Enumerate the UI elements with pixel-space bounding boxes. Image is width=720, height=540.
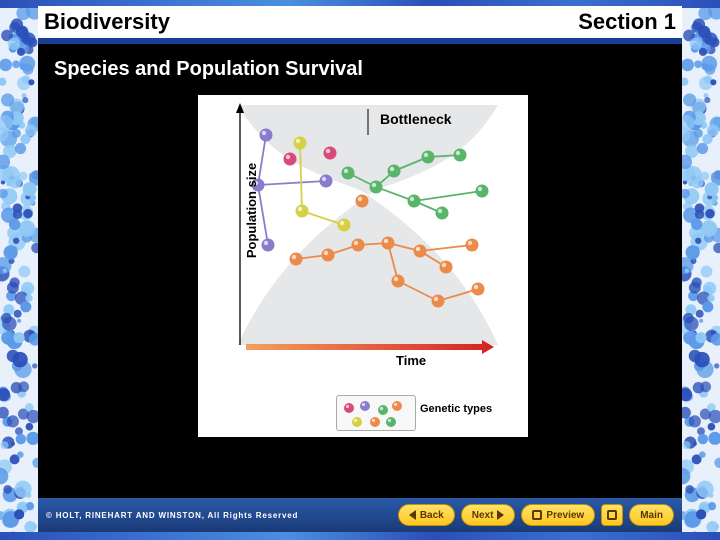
y-axis-label: Population size [244,163,259,258]
copyright-text: © HOLT, RINEHART AND WINSTON, All Rights… [46,511,298,520]
square-icon [532,510,542,520]
border-bottom [0,532,720,540]
section-label: Section 1 [578,9,676,35]
border-right [682,0,720,540]
back-label: Back [420,510,444,521]
footer: © HOLT, RINEHART AND WINSTON, All Rights… [38,498,682,532]
x-axis-label: Time [396,353,426,368]
legend-label: Genetic types [420,403,492,415]
next-label: Next [472,510,494,521]
main-button[interactable]: Main [629,504,674,526]
preview-label: Preview [546,510,584,521]
triangle-left-icon [409,510,416,520]
nav-buttons: Back Next Preview Main [398,504,674,526]
triangle-right-icon [497,510,504,520]
square-icon [607,510,617,520]
chapter-title: Biodiversity [44,9,170,35]
bottleneck-diagram: Population size Bottleneck Time Genetic … [198,95,528,437]
main-button-icon[interactable] [601,504,623,526]
main-label: Main [640,510,663,521]
slide-subtitle: Species and Population Survival [54,58,672,81]
header: Biodiversity Section 1 [38,6,682,38]
content-area: Species and Population Survival Populati… [38,44,682,498]
preview-button[interactable]: Preview [521,504,595,526]
next-button[interactable]: Next [461,504,516,526]
slide: Biodiversity Section 1 Species and Popul… [0,0,720,540]
legend-box [336,395,416,431]
border-left [0,0,38,540]
bottleneck-label: Bottleneck [380,111,452,127]
back-button[interactable]: Back [398,504,455,526]
